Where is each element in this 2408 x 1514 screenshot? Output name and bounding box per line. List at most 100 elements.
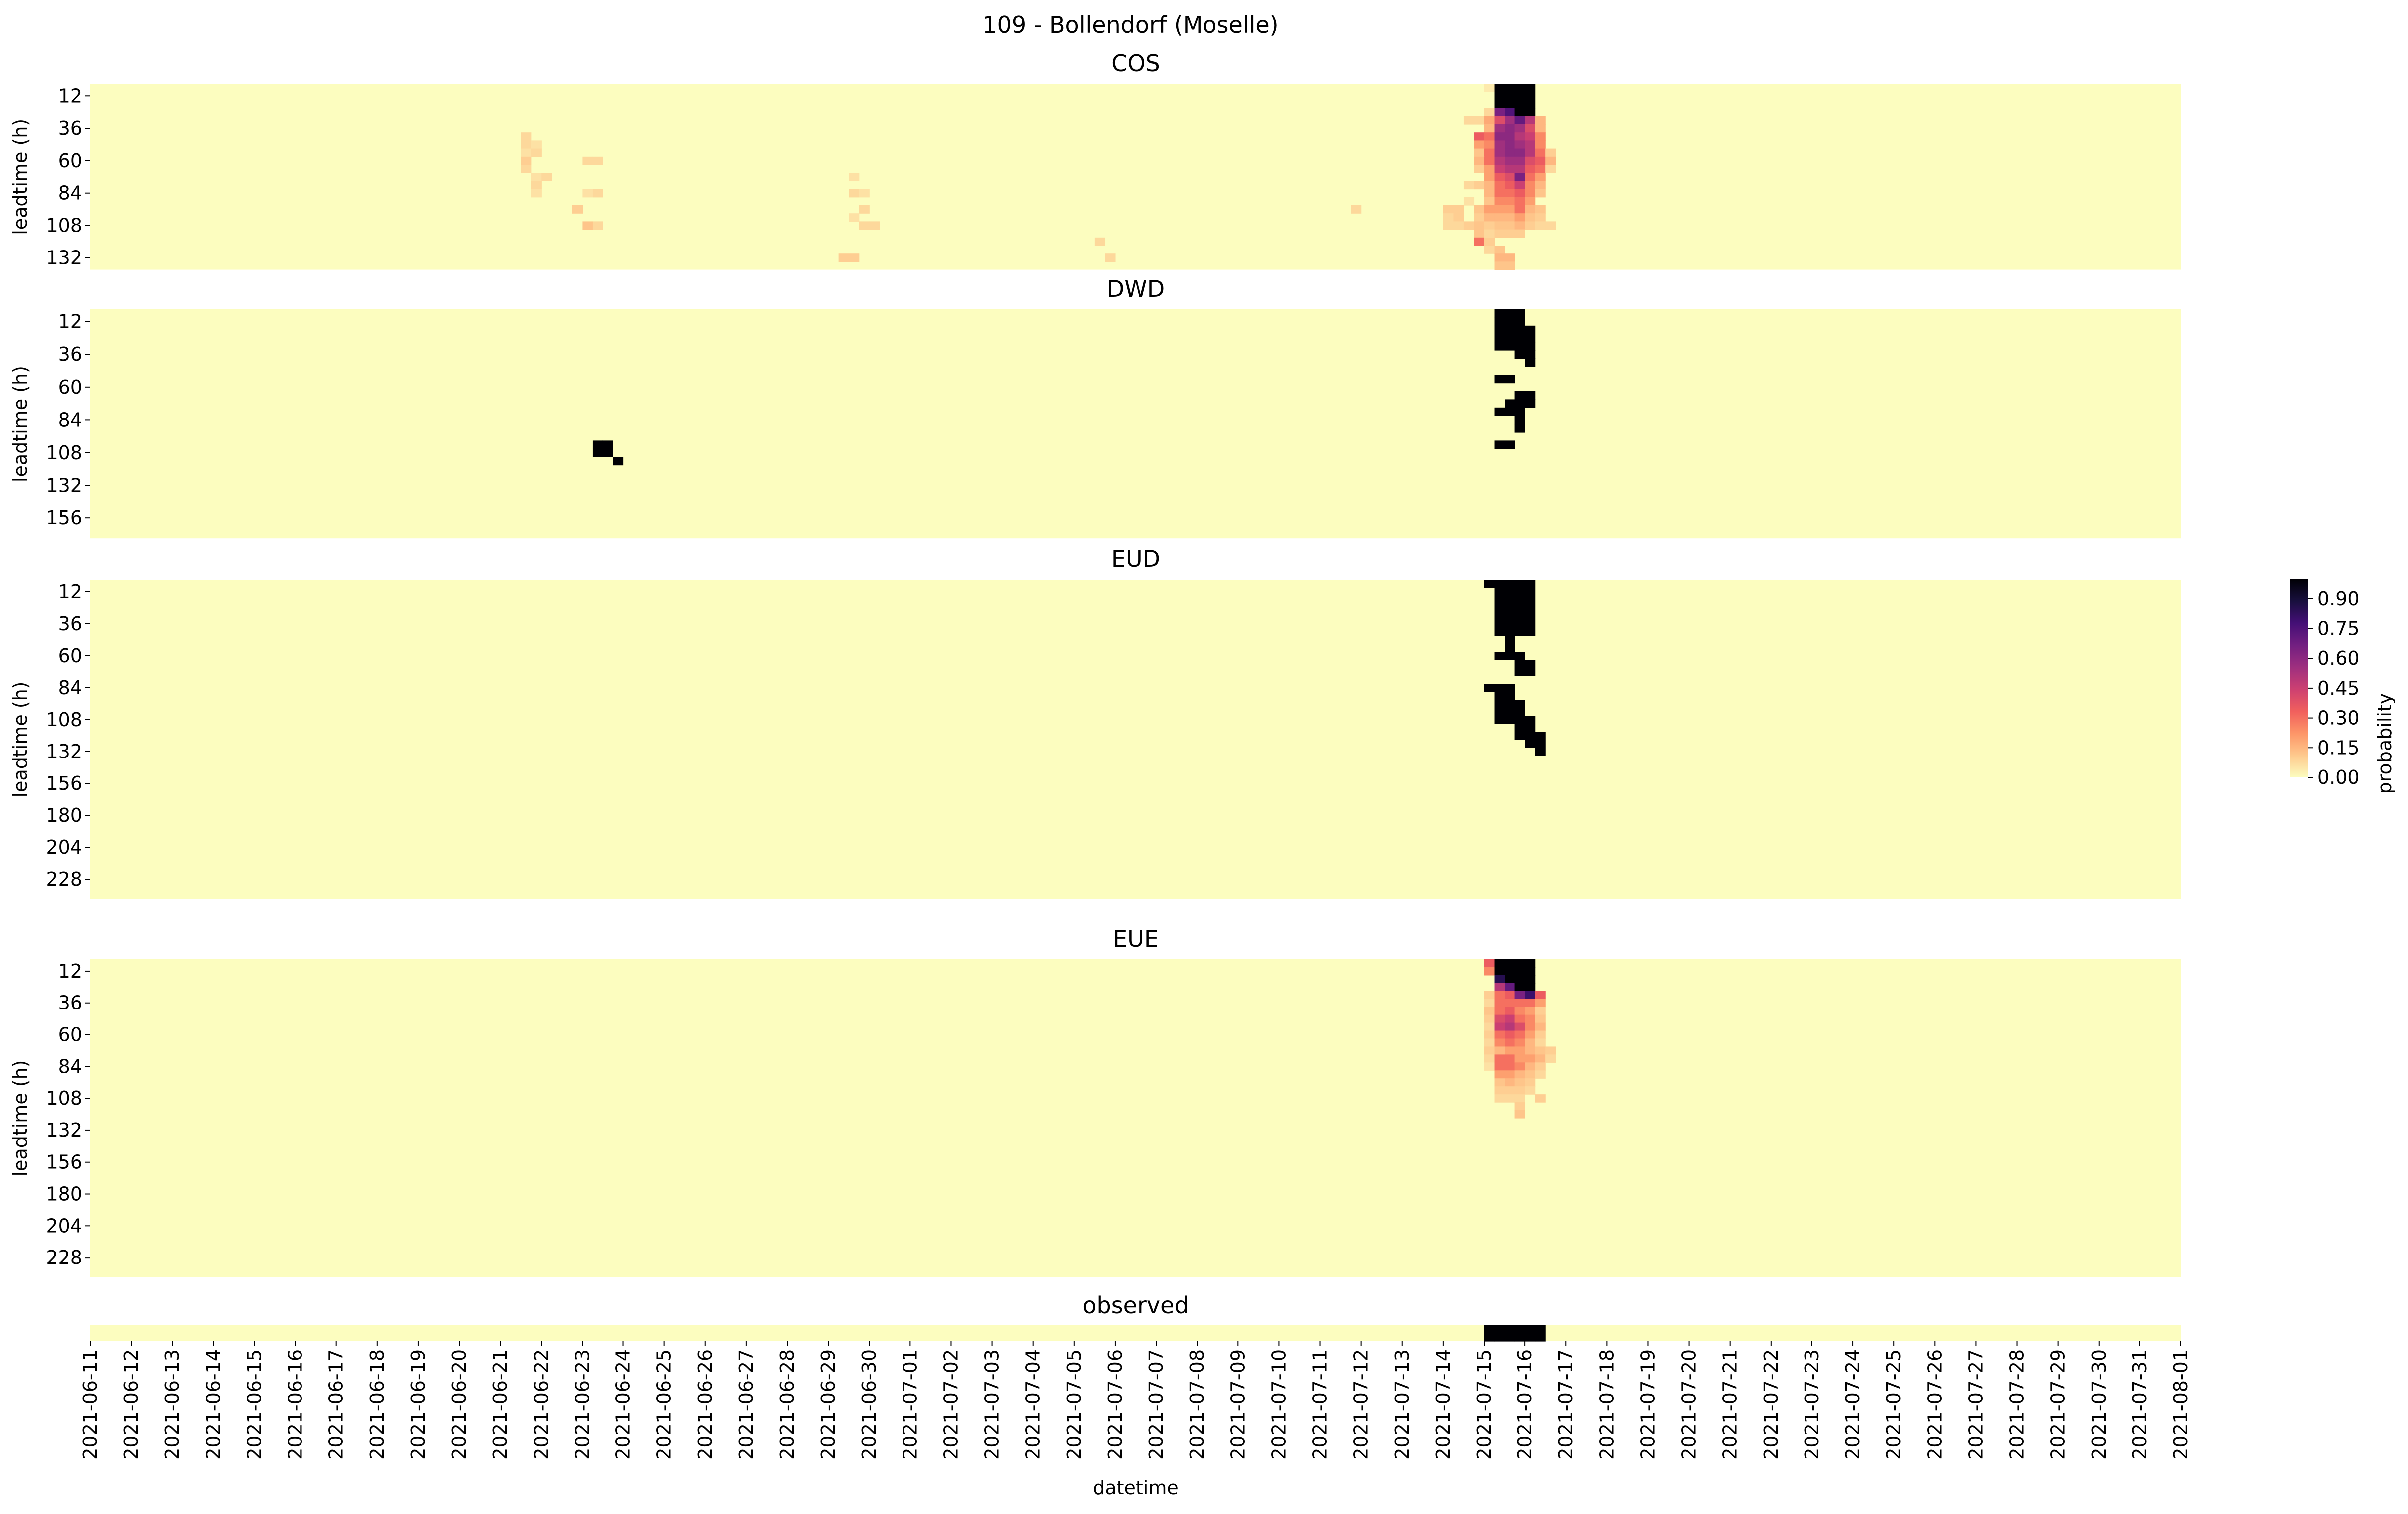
heatmap-cell	[849, 213, 860, 222]
heatmap-cell	[1494, 1046, 1505, 1055]
heatmap-cell	[1525, 1054, 1536, 1063]
heatmap-cell	[1525, 620, 1536, 628]
y-tick-label: 228	[46, 1247, 82, 1268]
heatmap-cell	[1525, 148, 1536, 157]
heatmap-cell	[1494, 407, 1505, 416]
x-tick-label: 2021-07-27	[1965, 1349, 1987, 1460]
heatmap-cell	[1505, 165, 1515, 173]
x-tick-label: 2021-07-17	[1555, 1349, 1577, 1460]
heatmap-cell	[1484, 1007, 1495, 1015]
heatmap-cell	[1494, 156, 1505, 165]
heatmap-cell	[1494, 1078, 1505, 1087]
heatmap-cell	[1525, 668, 1536, 676]
heatmap-cell	[1514, 205, 1525, 214]
heatmap-cell	[1535, 1007, 1546, 1015]
heatmap-cell	[1535, 1325, 1546, 1342]
heatmap-cell	[1514, 1046, 1525, 1055]
x-tick-label: 2021-06-15	[243, 1349, 265, 1460]
panel-background	[90, 959, 2181, 1277]
heatmap-cell	[1505, 1062, 1515, 1071]
heatmap-cell	[1494, 205, 1505, 214]
heatmap-cell	[1494, 604, 1505, 612]
heatmap-cell	[1505, 991, 1515, 1000]
heatmap-cell	[1505, 1070, 1515, 1079]
heatmap-cell	[1505, 1038, 1515, 1047]
heatmap-cell	[1484, 1054, 1495, 1063]
x-tick-label: 2021-07-23	[1801, 1349, 1823, 1460]
colorbar: 0.00 0.15 0.30 0.45 0.60 0.75 0.90 probability	[2290, 579, 2396, 794]
heatmap-cell	[1505, 596, 1515, 604]
heatmap-cell	[1484, 684, 1495, 692]
heatmap-cell	[1505, 108, 1515, 117]
heatmap-cell	[1494, 692, 1505, 700]
heatmap-cell	[1514, 197, 1525, 206]
heatmap-cell	[1484, 246, 1495, 254]
heatmap-cell	[1494, 612, 1505, 620]
heatmap-cell	[1525, 100, 1536, 109]
heatmap-cell	[1514, 100, 1525, 109]
heatmap-cell	[1494, 325, 1505, 334]
x-tick-label: 2021-07-13	[1391, 1349, 1413, 1460]
heatmap-cell	[1505, 221, 1515, 230]
heatmap-cell	[1443, 213, 1454, 222]
heatmap-cell	[1535, 173, 1546, 181]
heatmap-cell	[1484, 165, 1495, 173]
heatmap-cell	[1484, 213, 1495, 222]
heatmap-cell	[1494, 132, 1505, 141]
heatmap-cell	[849, 189, 860, 198]
heatmap-cell	[1494, 596, 1505, 604]
panel-background	[90, 84, 2181, 270]
heatmap-cell	[1494, 342, 1505, 351]
heatmap-cell	[1514, 700, 1525, 708]
heatmap-cell	[1535, 740, 1546, 748]
heatmap-cell	[1535, 1046, 1546, 1055]
heatmap-cell	[1494, 959, 1505, 968]
panel-cos: COS 12 36 60 84 108 132 leadtime (h)	[9, 50, 2181, 270]
heatmap-cell	[1535, 991, 1546, 1000]
heatmap-cell	[1484, 84, 1495, 92]
heatmap-cell	[869, 221, 880, 230]
x-tick-label: 2021-07-25	[1883, 1349, 1905, 1460]
heatmap-cell	[1535, 1038, 1546, 1047]
heatmap-cell	[1505, 1325, 1515, 1342]
heatmap-cell	[1514, 325, 1525, 334]
heatmap-cell	[1514, 596, 1525, 604]
heatmap-cell	[838, 253, 849, 262]
heatmap-cell	[1514, 1014, 1525, 1023]
y-tick-label: 156	[46, 772, 82, 794]
x-tick-label: 2021-07-04	[1022, 1349, 1044, 1460]
heatmap-cell	[1351, 205, 1362, 214]
heatmap-cell	[1525, 975, 1536, 984]
y-tick-label: 108	[46, 442, 82, 464]
heatmap-cell	[1494, 261, 1505, 270]
panel-title: COS	[1111, 50, 1160, 77]
heatmap-cell	[1525, 1062, 1536, 1071]
heatmap-cell	[1474, 148, 1485, 157]
heatmap-cell	[1494, 100, 1505, 109]
heatmap-cell	[1514, 229, 1525, 238]
x-tick-label: 2021-07-08	[1186, 1349, 1208, 1460]
heatmap-cell	[1535, 165, 1546, 173]
heatmap-cell	[1514, 1030, 1525, 1039]
heatmap-cell	[1505, 684, 1515, 692]
heatmap-cell	[1484, 148, 1495, 157]
y-tick-label: 84	[58, 677, 82, 699]
x-tick-label: 2021-07-28	[2006, 1349, 2028, 1460]
heatmap-cell	[1505, 628, 1515, 636]
y-axis-label: leadtime (h)	[9, 119, 31, 235]
heatmap-cell	[1494, 700, 1505, 708]
heatmap-cell	[1525, 132, 1536, 141]
heatmap-cell	[1514, 181, 1525, 190]
heatmap-cell	[1494, 440, 1505, 449]
heatmap-cell	[592, 189, 603, 198]
heatmap-cell	[1484, 221, 1495, 230]
heatmap-cell	[1505, 1094, 1515, 1103]
x-tick-label: 2021-07-01	[899, 1349, 921, 1460]
y-tick-label: 60	[58, 645, 82, 667]
heatmap-cell	[592, 156, 603, 165]
heatmap-cell	[1505, 440, 1515, 449]
heatmap-cell	[1494, 975, 1505, 984]
heatmap-cell	[1505, 317, 1515, 326]
heatmap-cell	[1535, 1070, 1546, 1079]
heatmap-cell	[1494, 84, 1505, 92]
